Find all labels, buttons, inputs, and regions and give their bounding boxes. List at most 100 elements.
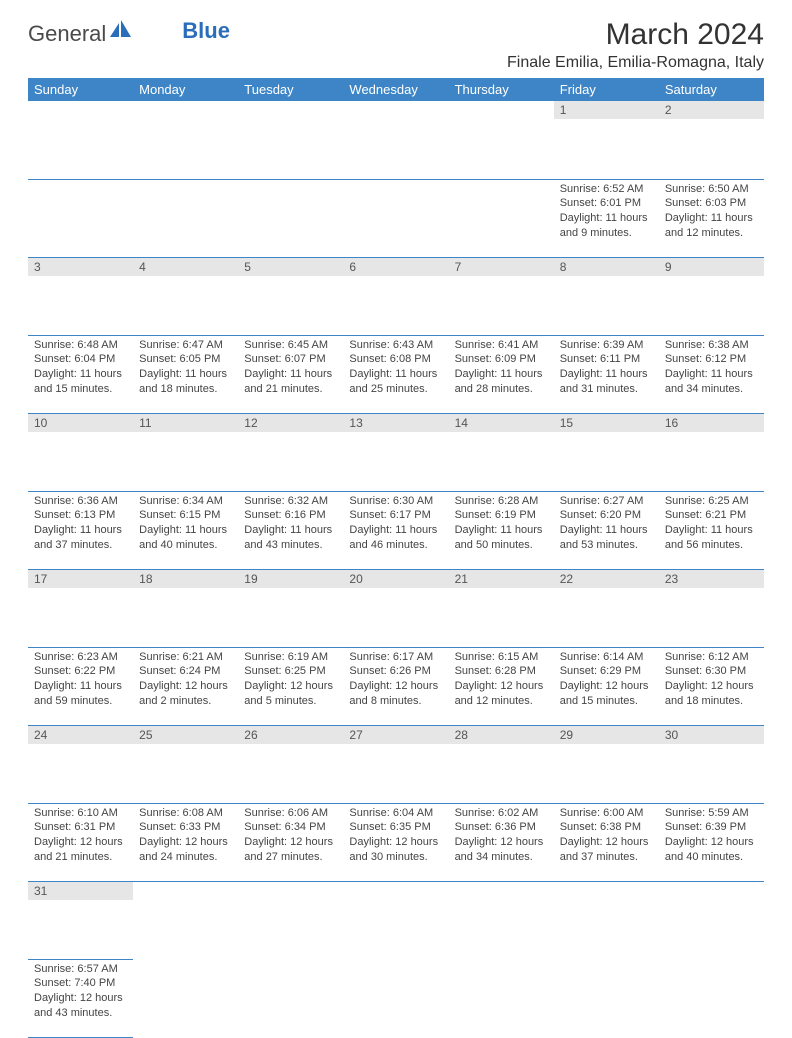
sunrise-text: Sunrise: 6:57 AM — [34, 962, 127, 977]
sunrise-text: Sunrise: 6:08 AM — [139, 806, 232, 821]
day-number-cell: 6 — [343, 257, 448, 335]
week-content-row: Sunrise: 6:10 AMSunset: 6:31 PMDaylight:… — [28, 803, 764, 881]
week-content-row: Sunrise: 6:48 AMSunset: 6:04 PMDaylight:… — [28, 335, 764, 413]
logo: General Blue — [28, 18, 230, 50]
day-number-cell — [449, 101, 554, 179]
day-number-cell: 11 — [133, 413, 238, 491]
sunrise-text: Sunrise: 6:12 AM — [665, 650, 758, 665]
sunset-text: Sunset: 6:05 PM — [139, 352, 232, 367]
day-cell — [449, 179, 554, 257]
day-number-cell: 18 — [133, 569, 238, 647]
day-cell-body: Sunrise: 6:38 AMSunset: 6:12 PMDaylight:… — [659, 336, 764, 401]
sunrise-text: Sunrise: 6:38 AM — [665, 338, 758, 353]
day-cell: Sunrise: 6:30 AMSunset: 6:17 PMDaylight:… — [343, 491, 448, 569]
sunset-text: Sunset: 6:38 PM — [560, 820, 653, 835]
sunrise-text: Sunrise: 6:41 AM — [455, 338, 548, 353]
daylight-text: Daylight: 12 hours and 24 minutes. — [139, 835, 232, 865]
day-cell-body: Sunrise: 6:50 AMSunset: 6:03 PMDaylight:… — [659, 180, 764, 245]
day-cell: Sunrise: 6:19 AMSunset: 6:25 PMDaylight:… — [238, 647, 343, 725]
day-cell: Sunrise: 6:23 AMSunset: 6:22 PMDaylight:… — [28, 647, 133, 725]
day-number-cell — [343, 881, 448, 959]
day-number — [133, 101, 238, 119]
sunrise-text: Sunrise: 5:59 AM — [665, 806, 758, 821]
daylight-text: Daylight: 11 hours and 31 minutes. — [560, 367, 653, 397]
sunset-text: Sunset: 6:34 PM — [244, 820, 337, 835]
day-cell: Sunrise: 6:08 AMSunset: 6:33 PMDaylight:… — [133, 803, 238, 881]
day-cell-body: Sunrise: 6:43 AMSunset: 6:08 PMDaylight:… — [343, 336, 448, 401]
day-cell — [238, 179, 343, 257]
sunrise-text: Sunrise: 6:15 AM — [455, 650, 548, 665]
day-number: 14 — [449, 414, 554, 432]
logo-text-blue: Blue — [182, 18, 230, 44]
daylight-text: Daylight: 11 hours and 53 minutes. — [560, 523, 653, 553]
day-number-cell: 1 — [554, 101, 659, 179]
daylight-text: Daylight: 11 hours and 28 minutes. — [455, 367, 548, 397]
sunset-text: Sunset: 6:36 PM — [455, 820, 548, 835]
day-cell-body: Sunrise: 6:10 AMSunset: 6:31 PMDaylight:… — [28, 804, 133, 869]
day-number-cell: 19 — [238, 569, 343, 647]
sunset-text: Sunset: 6:25 PM — [244, 664, 337, 679]
sunset-text: Sunset: 6:35 PM — [349, 820, 442, 835]
day-number-cell: 24 — [28, 725, 133, 803]
sunset-text: Sunset: 6:19 PM — [455, 508, 548, 523]
day-number: 29 — [554, 726, 659, 744]
daylight-text: Daylight: 11 hours and 43 minutes. — [244, 523, 337, 553]
day-cell: Sunrise: 6:50 AMSunset: 6:03 PMDaylight:… — [659, 179, 764, 257]
sunset-text: Sunset: 6:20 PM — [560, 508, 653, 523]
day-cell: Sunrise: 6:39 AMSunset: 6:11 PMDaylight:… — [554, 335, 659, 413]
sunrise-text: Sunrise: 6:34 AM — [139, 494, 232, 509]
week-daynum-row: 24252627282930 — [28, 725, 764, 803]
day-number-cell: 8 — [554, 257, 659, 335]
day-number: 13 — [343, 414, 448, 432]
day-cell: Sunrise: 6:41 AMSunset: 6:09 PMDaylight:… — [449, 335, 554, 413]
day-cell-body: Sunrise: 6:02 AMSunset: 6:36 PMDaylight:… — [449, 804, 554, 869]
day-cell: Sunrise: 6:47 AMSunset: 6:05 PMDaylight:… — [133, 335, 238, 413]
day-cell: Sunrise: 6:27 AMSunset: 6:20 PMDaylight:… — [554, 491, 659, 569]
sunset-text: Sunset: 6:39 PM — [665, 820, 758, 835]
weekday-header-row: SundayMondayTuesdayWednesdayThursdayFrid… — [28, 78, 764, 101]
day-cell: Sunrise: 6:17 AMSunset: 6:26 PMDaylight:… — [343, 647, 448, 725]
sunset-text: Sunset: 6:08 PM — [349, 352, 442, 367]
daylight-text: Daylight: 11 hours and 46 minutes. — [349, 523, 442, 553]
daylight-text: Daylight: 11 hours and 37 minutes. — [34, 523, 127, 553]
day-cell-body: Sunrise: 6:25 AMSunset: 6:21 PMDaylight:… — [659, 492, 764, 557]
day-number-cell: 26 — [238, 725, 343, 803]
day-cell-body: Sunrise: 6:06 AMSunset: 6:34 PMDaylight:… — [238, 804, 343, 869]
sunset-text: Sunset: 6:31 PM — [34, 820, 127, 835]
weekday-header: Thursday — [449, 78, 554, 101]
day-number: 28 — [449, 726, 554, 744]
sunset-text: Sunset: 7:40 PM — [34, 976, 127, 991]
day-cell: Sunrise: 6:04 AMSunset: 6:35 PMDaylight:… — [343, 803, 448, 881]
day-cell-body: Sunrise: 6:47 AMSunset: 6:05 PMDaylight:… — [133, 336, 238, 401]
day-cell: Sunrise: 6:21 AMSunset: 6:24 PMDaylight:… — [133, 647, 238, 725]
day-cell: Sunrise: 6:14 AMSunset: 6:29 PMDaylight:… — [554, 647, 659, 725]
day-number-cell: 29 — [554, 725, 659, 803]
day-cell-body: Sunrise: 6:48 AMSunset: 6:04 PMDaylight:… — [28, 336, 133, 401]
day-number: 9 — [659, 258, 764, 276]
day-cell-body: Sunrise: 6:17 AMSunset: 6:26 PMDaylight:… — [343, 648, 448, 713]
week-daynum-row: 10111213141516 — [28, 413, 764, 491]
day-cell-body: Sunrise: 6:34 AMSunset: 6:15 PMDaylight:… — [133, 492, 238, 557]
day-cell-body: Sunrise: 6:15 AMSunset: 6:28 PMDaylight:… — [449, 648, 554, 713]
day-cell: Sunrise: 6:10 AMSunset: 6:31 PMDaylight:… — [28, 803, 133, 881]
sunrise-text: Sunrise: 6:02 AM — [455, 806, 548, 821]
day-cell-body: Sunrise: 6:41 AMSunset: 6:09 PMDaylight:… — [449, 336, 554, 401]
sunrise-text: Sunrise: 6:17 AM — [349, 650, 442, 665]
day-number — [343, 882, 448, 900]
day-cell-body: Sunrise: 6:39 AMSunset: 6:11 PMDaylight:… — [554, 336, 659, 401]
day-number-cell: 17 — [28, 569, 133, 647]
sunset-text: Sunset: 6:15 PM — [139, 508, 232, 523]
weekday-header: Friday — [554, 78, 659, 101]
day-number-cell: 5 — [238, 257, 343, 335]
day-cell: Sunrise: 6:15 AMSunset: 6:28 PMDaylight:… — [449, 647, 554, 725]
weekday-header: Saturday — [659, 78, 764, 101]
daylight-text: Daylight: 11 hours and 9 minutes. — [560, 211, 653, 241]
calendar-table: SundayMondayTuesdayWednesdayThursdayFrid… — [28, 78, 764, 1038]
day-cell — [238, 959, 343, 1037]
day-number: 24 — [28, 726, 133, 744]
day-number-cell: 9 — [659, 257, 764, 335]
daylight-text: Daylight: 11 hours and 15 minutes. — [34, 367, 127, 397]
day-number-cell: 22 — [554, 569, 659, 647]
sunrise-text: Sunrise: 6:50 AM — [665, 182, 758, 197]
day-number: 17 — [28, 570, 133, 588]
